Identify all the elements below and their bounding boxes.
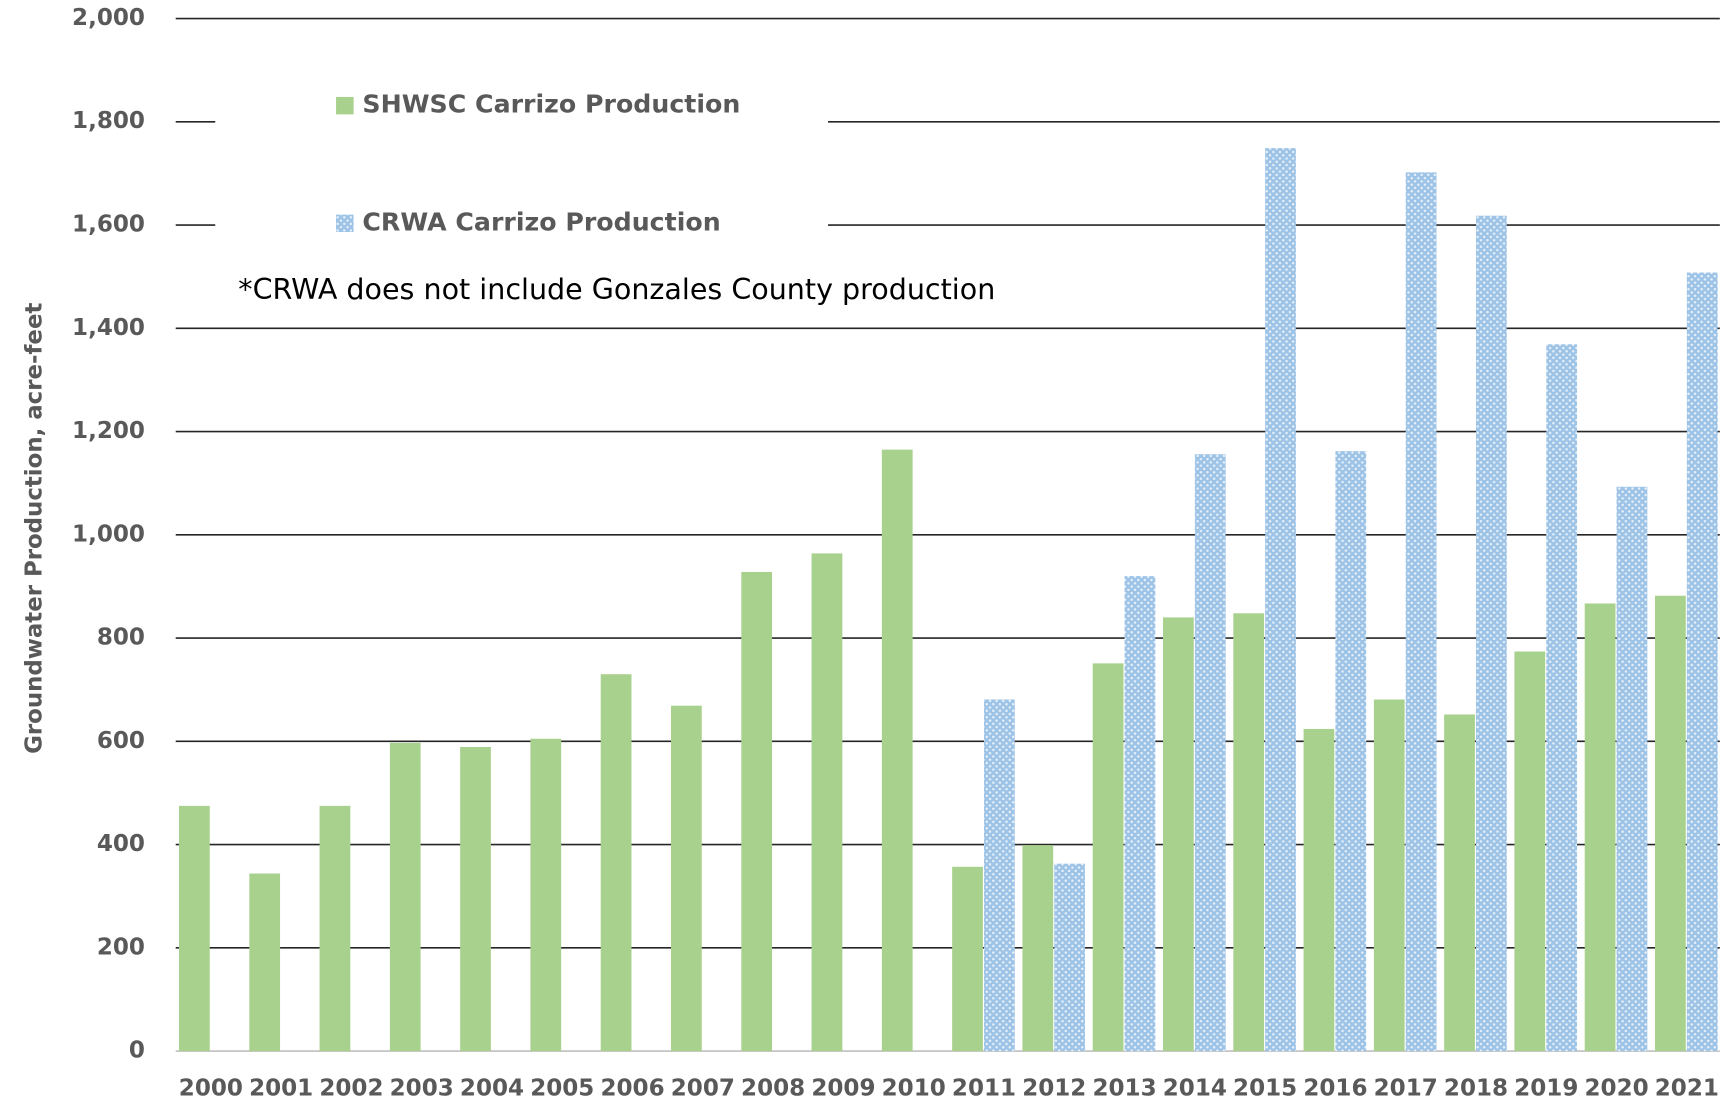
x-tick-label: 2012	[1022, 1076, 1086, 1102]
y-axis-title: Groundwater Production, acre-feet	[22, 303, 48, 754]
bar	[1092, 663, 1124, 1052]
x-tick-label: 2015	[1233, 1076, 1297, 1102]
x-tick-label: 2006	[600, 1076, 664, 1102]
bar	[984, 699, 1015, 1052]
x-tick-label: 2002	[319, 1076, 383, 1102]
legend-label: SHWSC Carrizo Production	[362, 90, 740, 119]
x-tick-label: 2001	[249, 1076, 313, 1102]
x-tick-label: 2017	[1374, 1076, 1438, 1102]
x-tick-label: 2011	[952, 1076, 1016, 1102]
x-tick-label: 2020	[1584, 1076, 1648, 1102]
bar	[1655, 595, 1686, 1052]
x-tick-label: 2007	[671, 1076, 735, 1102]
y-tick-label: 1,200	[72, 418, 145, 444]
bar	[1686, 272, 1718, 1052]
bar	[1373, 699, 1405, 1052]
y-tick-label: 600	[97, 728, 145, 754]
bar	[1514, 651, 1546, 1052]
bar	[811, 553, 843, 1052]
legend-swatch	[336, 96, 354, 115]
legend-label: CRWA Carrizo Production	[362, 207, 720, 236]
y-tick-label: 1,800	[72, 108, 145, 134]
bar	[460, 746, 491, 1052]
bar	[1444, 714, 1475, 1052]
y-tick-label: 1,000	[72, 521, 145, 547]
bar	[600, 674, 632, 1052]
x-tick-label: 2019	[1514, 1076, 1578, 1102]
x-tick-label: 2004	[460, 1076, 524, 1102]
bar	[389, 742, 421, 1052]
y-tick-label: 800	[97, 625, 145, 651]
x-tick-label: 2021	[1655, 1076, 1719, 1102]
bar	[1265, 148, 1296, 1052]
bar	[249, 873, 281, 1052]
x-tick-label: 2010	[882, 1076, 946, 1102]
legend-box	[215, 67, 829, 264]
bar	[319, 805, 351, 1052]
x-tick-label: 2008	[741, 1076, 805, 1102]
bar	[1054, 863, 1086, 1052]
x-tick-label: 2000	[179, 1076, 243, 1102]
x-tick-label: 2009	[811, 1076, 875, 1102]
bar	[1546, 344, 1578, 1052]
y-tick-label: 1,600	[72, 212, 145, 238]
note: *CRWA does not include Gonzales County p…	[238, 273, 995, 306]
bar	[952, 866, 983, 1052]
bar	[1584, 603, 1616, 1052]
x-tick-label: 2016	[1303, 1076, 1367, 1102]
bar	[881, 449, 913, 1052]
x-tick-label: 2014	[1163, 1076, 1227, 1102]
y-tick-label: 2,000	[72, 5, 145, 31]
y-tick-label: 400	[97, 831, 145, 857]
bar	[1405, 172, 1437, 1052]
bar	[179, 805, 210, 1052]
bar	[1616, 486, 1648, 1052]
bar	[1303, 728, 1335, 1052]
bar	[1124, 576, 1156, 1052]
y-tick-label: 1,400	[72, 315, 145, 341]
bar	[1163, 617, 1194, 1052]
bar	[1233, 613, 1265, 1052]
bar	[671, 705, 702, 1052]
y-tick-label: 200	[97, 934, 145, 960]
x-tick-label: 2003	[390, 1076, 454, 1102]
x-tick-label: 2013	[1092, 1076, 1156, 1102]
bar	[1476, 215, 1507, 1052]
bar	[741, 571, 773, 1052]
bar	[1335, 451, 1367, 1052]
x-tick-label: 2005	[530, 1076, 594, 1102]
legend-swatch	[336, 214, 354, 233]
x-tick-label: 2018	[1444, 1076, 1508, 1102]
bar	[1194, 454, 1226, 1052]
bar	[530, 738, 562, 1052]
bar	[1022, 845, 1054, 1052]
y-tick-label: 0	[129, 1038, 145, 1064]
